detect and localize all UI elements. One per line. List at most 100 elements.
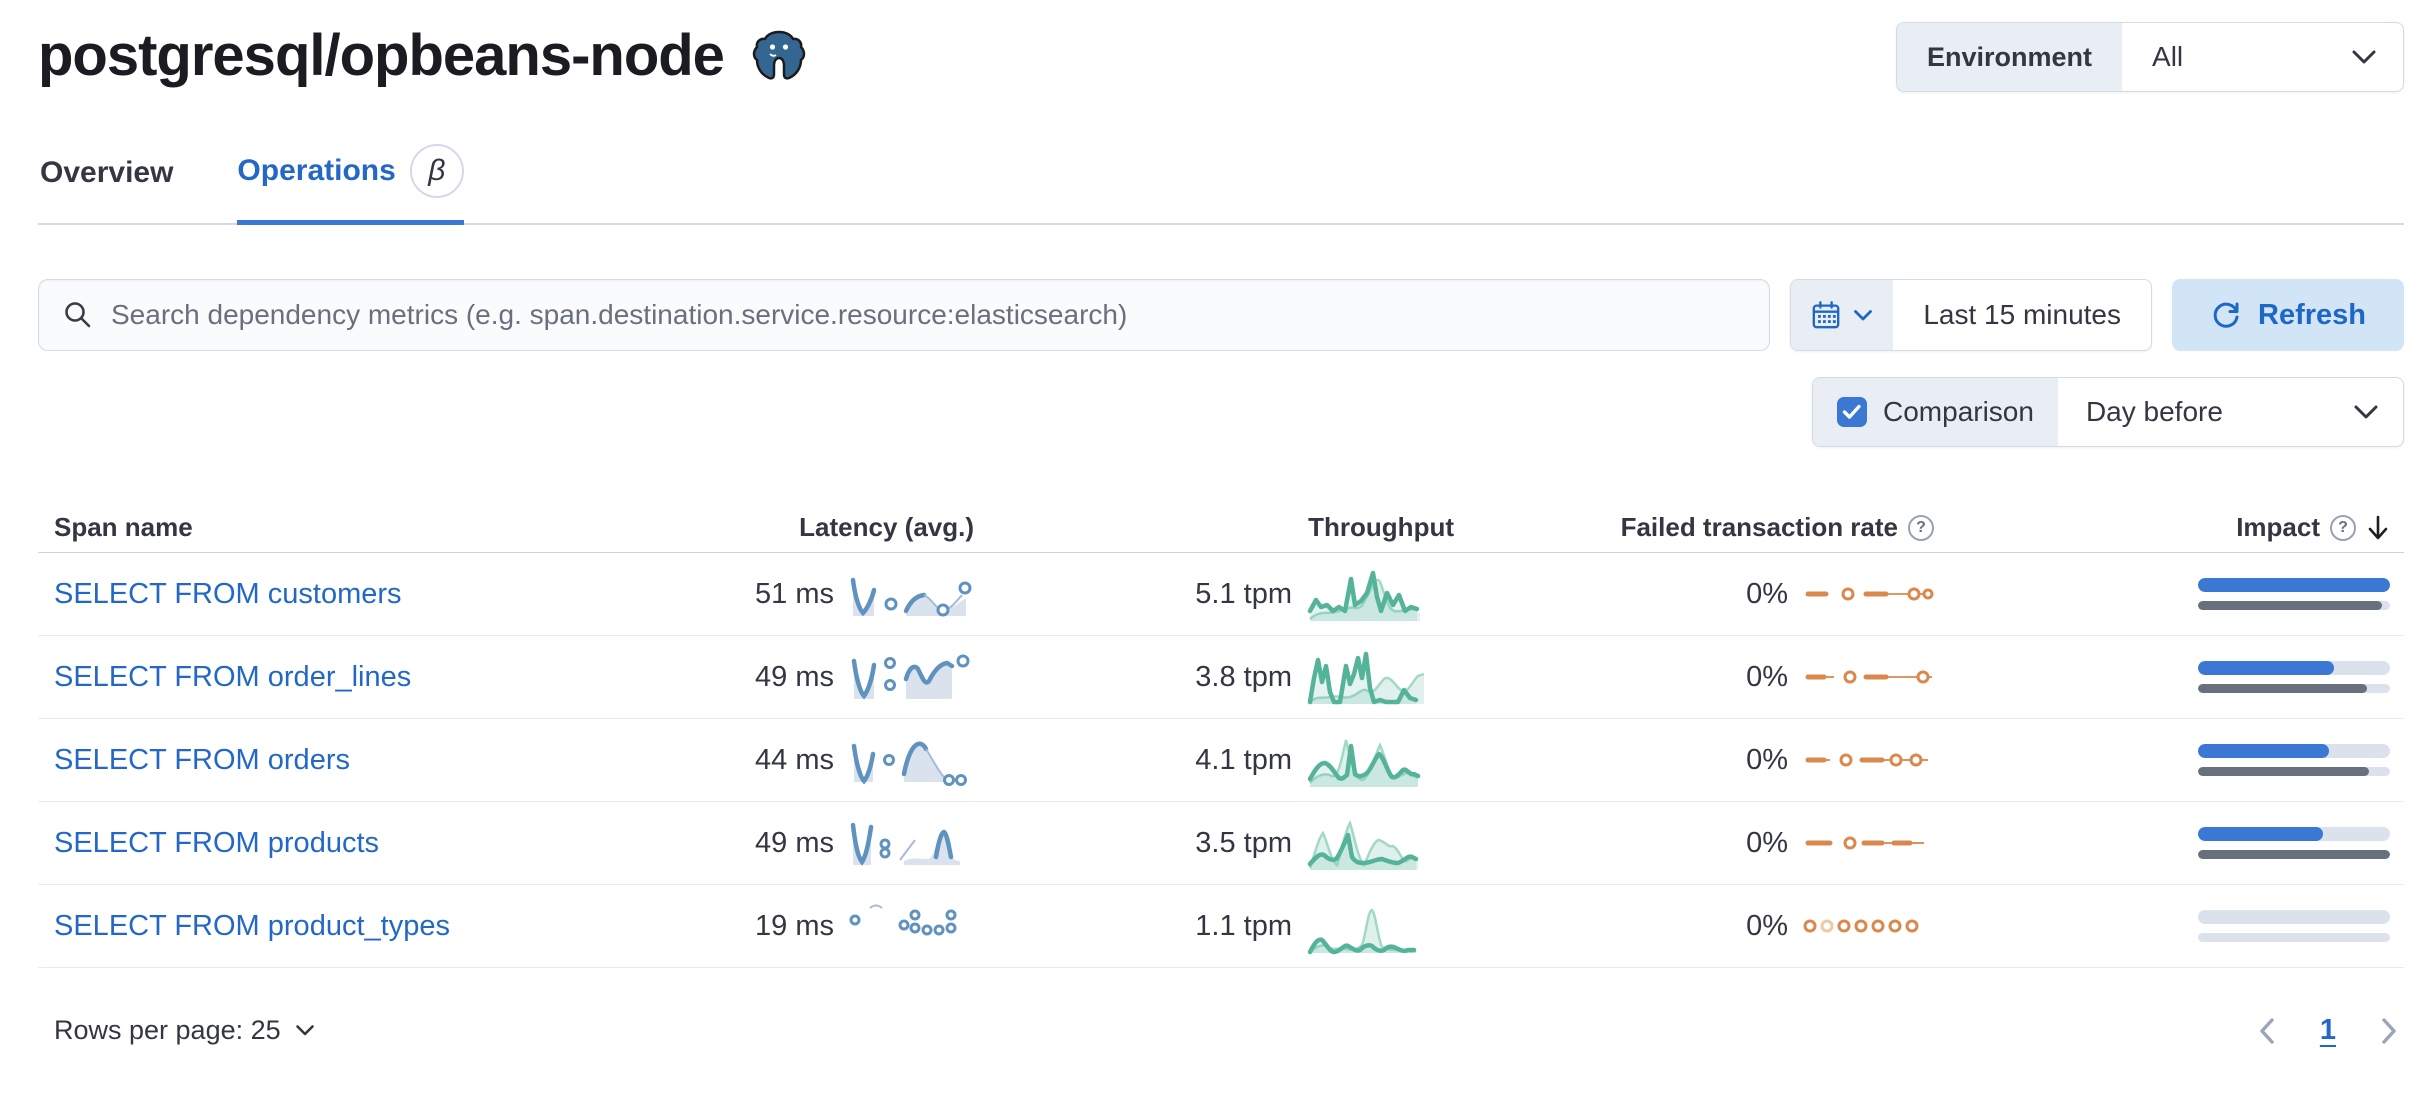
- failed-rate-cell: 0%: [1454, 576, 1934, 612]
- tab-overview[interactable]: Overview: [40, 144, 173, 223]
- sort-desc-icon: [2368, 515, 2388, 539]
- pagination: 1: [2258, 1014, 2398, 1047]
- throughput-cell: 3.5 tpm: [974, 812, 1454, 874]
- time-range-value: Last 15 minutes: [1923, 299, 2121, 330]
- operations-table: Span name Latency (avg.) Throughput Fail…: [38, 503, 2404, 968]
- tabs: Overview Operations β: [38, 144, 2404, 225]
- chevron-down-icon: [295, 1025, 314, 1036]
- col-header-impact[interactable]: Impact ?: [1934, 512, 2404, 543]
- title-group: postgresql/opbeans-node: [38, 20, 808, 92]
- comparison-group: Comparison Day before: [1812, 377, 2404, 447]
- page-header: postgresql/opbeans-node Environment All: [38, 20, 2404, 92]
- comparison-toggle: Comparison: [1813, 378, 2058, 446]
- time-range-button[interactable]: Last 15 minutes: [1893, 280, 2151, 350]
- impact-bars: [2198, 827, 2390, 859]
- throughput-sparkline: [1307, 908, 1417, 955]
- rows-per-page-label: Rows per page: 25: [54, 1015, 281, 1045]
- span-name-link[interactable]: SELECT FROM product_types: [54, 909, 450, 942]
- impact-previous-bar: [2198, 767, 2369, 776]
- col-header-span-name[interactable]: Span name: [54, 512, 193, 542]
- check-icon: [1842, 404, 1861, 419]
- col-header-latency[interactable]: Latency (avg.): [799, 512, 974, 542]
- table-footer: Rows per page: 25 1: [38, 1014, 2404, 1047]
- table-row: SELECT FROM customers 51 ms 5.1 tpm: [38, 553, 2404, 636]
- impact-cell: [1934, 578, 2404, 610]
- throughput-sparkline: [1307, 820, 1419, 870]
- failed-rate-value: 0%: [1746, 660, 1788, 693]
- refresh-label: Refresh: [2258, 298, 2366, 331]
- latency-value: 51 ms: [755, 577, 834, 610]
- failed-rate-cell: 0%: [1454, 742, 1934, 778]
- failed-rate-cell: 0%: [1454, 825, 1934, 861]
- throughput-value: 4.1 tpm: [1195, 743, 1292, 776]
- latency-sparkline: [851, 741, 967, 786]
- impact-previous-bar: [2198, 684, 2367, 693]
- postgresql-icon: [752, 30, 806, 80]
- environment-select[interactable]: Environment All: [1896, 22, 2404, 92]
- failed-rate-sparkline: [1805, 587, 1934, 601]
- latency-value: 19 ms: [755, 909, 834, 942]
- latency-sparkline: [851, 654, 970, 700]
- page-number[interactable]: 1: [2319, 1014, 2336, 1046]
- col-header-failed-rate[interactable]: Failed transaction rate ?: [1454, 512, 1934, 543]
- span-name-link[interactable]: SELECT FROM products: [54, 826, 380, 859]
- span-name-link[interactable]: SELECT FROM order_lines: [54, 660, 412, 693]
- throughput-value: 3.5 tpm: [1195, 826, 1292, 859]
- previous-page-button[interactable]: [2258, 1017, 2276, 1045]
- impact-bars: [2198, 910, 2390, 942]
- comparison-select[interactable]: Day before: [2058, 378, 2403, 446]
- next-page-button[interactable]: [2380, 1017, 2398, 1045]
- search-input[interactable]: [111, 299, 1746, 331]
- environment-label: Environment: [1897, 23, 2123, 91]
- impact-previous-bar: [2198, 601, 2383, 610]
- table-row: SELECT FROM product_types 19 ms 1.1 tpm: [38, 885, 2404, 968]
- throughput-cell: 4.1 tpm: [974, 729, 1454, 791]
- latency-value: 49 ms: [755, 826, 834, 859]
- calendar-icon: [1812, 301, 1840, 329]
- failed-rate-sparkline: [1805, 753, 1928, 767]
- failed-rate-sparkline: [1805, 670, 1932, 684]
- latency-cell: 49 ms: [584, 817, 974, 869]
- throughput-cell: 3.8 tpm: [974, 646, 1454, 708]
- search-icon: [65, 302, 91, 328]
- comparison-value: Day before: [2085, 396, 2223, 427]
- impact-previous-bar: [2198, 850, 2390, 859]
- impact-current-bar: [2198, 827, 2323, 841]
- chevron-down-icon: [1854, 309, 1873, 320]
- impact-current-bar: [2198, 578, 2390, 592]
- span-name-link[interactable]: SELECT FROM orders: [54, 743, 350, 776]
- span-name-link[interactable]: SELECT FROM customers: [54, 577, 402, 610]
- col-header-throughput[interactable]: Throughput: [1308, 512, 1454, 542]
- throughput-sparkline: [1307, 739, 1421, 787]
- latency-sparkline: [849, 904, 957, 936]
- failed-rate-value: 0%: [1746, 826, 1788, 859]
- refresh-button[interactable]: Refresh: [2172, 279, 2404, 351]
- comparison-checkbox[interactable]: [1837, 397, 1867, 427]
- impact-cell: [1934, 744, 2404, 776]
- failed-rate-sparkline: [1803, 919, 1919, 933]
- table-row: SELECT FROM order_lines 49 ms 3.8 tpm: [38, 636, 2404, 719]
- date-quick-select-button[interactable]: [1791, 280, 1894, 350]
- failed-rate-value: 0%: [1746, 743, 1788, 776]
- toolbar: Last 15 minutes Refresh: [38, 279, 2404, 351]
- help-icon[interactable]: ?: [1908, 514, 1934, 541]
- tab-operations[interactable]: Operations β: [237, 144, 464, 225]
- latency-value: 49 ms: [755, 660, 834, 693]
- chevron-down-icon: [2352, 50, 2376, 64]
- tab-overview-label: Overview: [40, 155, 174, 189]
- date-picker: Last 15 minutes: [1790, 279, 2152, 351]
- comparison-row: Comparison Day before: [38, 377, 2404, 447]
- latency-cell: 44 ms: [584, 734, 974, 786]
- impact-cell: [1934, 661, 2404, 693]
- throughput-value: 3.8 tpm: [1195, 660, 1292, 693]
- beta-badge: β: [409, 144, 464, 198]
- impact-cell: [1934, 827, 2404, 859]
- rows-per-page-button[interactable]: Rows per page: 25: [54, 1015, 315, 1046]
- impact-bars: [2198, 744, 2390, 776]
- failed-rate-value: 0%: [1746, 909, 1788, 942]
- help-icon[interactable]: ?: [2330, 514, 2356, 541]
- latency-cell: 19 ms: [584, 900, 974, 952]
- throughput-sparkline: [1307, 651, 1425, 705]
- table-row: SELECT FROM orders 44 ms 4.1 tpm: [38, 719, 2404, 802]
